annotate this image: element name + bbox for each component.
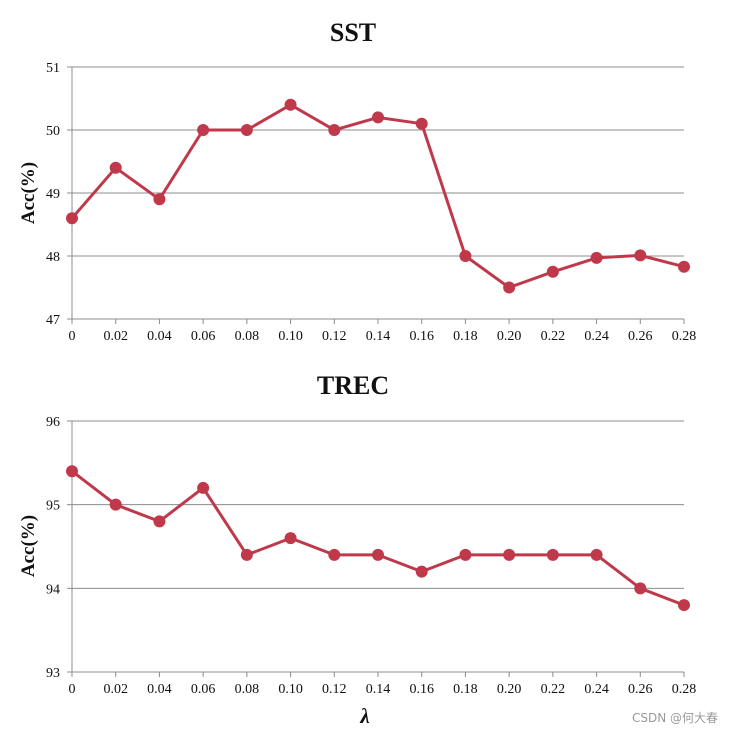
x-tick-label: 0.18 <box>453 329 478 344</box>
data-point <box>66 212 78 225</box>
data-point <box>634 249 647 262</box>
x-tick-label: 0.06 <box>191 329 216 344</box>
x-tick-label: 0.10 <box>278 682 303 697</box>
chart-trec: TREC Acc(%) 93 94 95 96 0 0.02 0.04 0.06 0.08 0.1… <box>18 371 696 697</box>
data-point <box>153 515 166 528</box>
x-tick-label: 0.12 <box>322 329 347 344</box>
chart-sst: SST Acc(%) 47 48 49 50 51 0 0.02 0.04 0.06 0.08 0.… <box>18 18 696 344</box>
data-point <box>240 548 253 561</box>
x-tick-label: 0.16 <box>409 329 434 344</box>
chart-title: TREC <box>317 371 389 400</box>
watermark: CSDN @何大春 <box>632 711 718 725</box>
x-tick-label: 0.28 <box>672 682 697 697</box>
x-axis-label: λ <box>359 704 369 728</box>
data-point <box>328 548 341 561</box>
y-tick-label: 94 <box>46 582 60 597</box>
x-tick-label: 0.22 <box>541 329 566 344</box>
x-tick-label: 0.04 <box>147 329 172 344</box>
data-point <box>328 124 341 136</box>
data-point <box>197 124 210 136</box>
y-tick-label: 50 <box>46 124 60 139</box>
data-point <box>109 161 122 174</box>
x-tick-label: 0.06 <box>191 682 216 697</box>
data-point <box>634 582 647 595</box>
data-point <box>372 111 384 124</box>
data-point <box>372 548 384 561</box>
data-point <box>284 98 297 111</box>
x-tick-label: 0.04 <box>147 682 172 697</box>
series-line <box>71 470 685 607</box>
y-axis-label: Acc(%) <box>18 515 39 577</box>
x-tick-label: 0.24 <box>584 682 609 697</box>
x-tick-label: 0.14 <box>366 329 391 344</box>
data-point <box>66 465 78 478</box>
x-tick-label: 0.02 <box>103 682 128 697</box>
y-tick-label: 96 <box>46 415 60 430</box>
x-tick-label: 0.08 <box>235 329 260 344</box>
y-axis-label: Acc(%) <box>18 162 39 224</box>
y-tick-label: 51 <box>46 61 60 76</box>
data-point <box>284 532 297 545</box>
data-point <box>415 117 428 130</box>
data-point <box>546 265 559 278</box>
data-point <box>197 481 210 494</box>
data-point <box>503 548 516 561</box>
x-tick-label: 0 <box>69 329 76 344</box>
data-point <box>459 548 472 561</box>
data-point <box>459 250 472 262</box>
x-tick-label: 0.28 <box>672 329 697 344</box>
x-tick-label: 0.26 <box>628 329 653 344</box>
x-tick-label: 0.12 <box>322 682 347 697</box>
chart-title: SST <box>330 18 376 47</box>
x-tick-label: 0.18 <box>453 682 478 697</box>
y-tick-label: 93 <box>46 666 60 681</box>
data-point <box>153 193 166 206</box>
y-tick-label: 95 <box>46 499 60 514</box>
data-point <box>678 260 690 273</box>
y-tick-label: 48 <box>46 250 60 265</box>
data-point <box>546 548 559 561</box>
x-tick-label: 0.16 <box>409 682 434 697</box>
data-point <box>240 124 253 136</box>
x-tick-label: 0.26 <box>628 682 653 697</box>
x-tick-label: 0.20 <box>497 329 522 344</box>
x-tick-label: 0.20 <box>497 682 522 697</box>
data-point <box>590 548 603 561</box>
data-point <box>109 498 122 511</box>
data-point <box>503 281 516 294</box>
y-tick-label: 49 <box>46 187 60 202</box>
data-point <box>590 251 603 264</box>
data-point <box>415 565 428 578</box>
data-point <box>678 599 690 612</box>
x-tick-label: 0 <box>69 682 76 697</box>
x-tick-label: 0.24 <box>584 329 609 344</box>
x-tick-label: 0.08 <box>235 682 260 697</box>
x-tick-label: 0.10 <box>278 329 303 344</box>
x-tick-label: 0.14 <box>366 682 391 697</box>
x-tick-label: 0.22 <box>541 682 566 697</box>
y-tick-label: 47 <box>46 313 60 328</box>
x-tick-label: 0.02 <box>103 329 128 344</box>
